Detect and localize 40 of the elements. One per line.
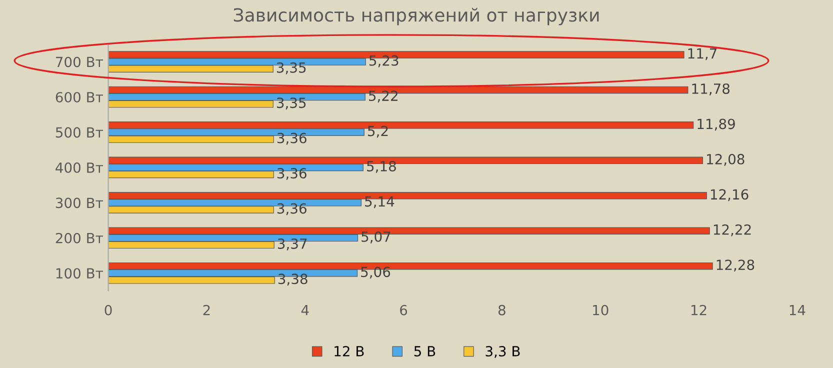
data-label: 5,06 (361, 266, 390, 279)
data-label: 3,35 (276, 98, 306, 110)
y-tick-label: 500 Вт (56, 127, 104, 138)
y-tick-label: 700 Вт (56, 56, 104, 68)
y-tick-label: 200 Вт (56, 232, 104, 244)
x-tick-label: 10 (593, 304, 608, 316)
x-tick-label: 0 (104, 304, 112, 316)
legend-label: 5 В (414, 346, 436, 356)
data-label: 12,22 (714, 224, 751, 236)
x-tick-label: 4 (301, 305, 309, 316)
x-tick-label: 8 (498, 304, 506, 316)
chart-title: Зависимость напряжений от нагрузки (234, 8, 599, 26)
data-label: 3,35 (276, 62, 306, 74)
x-tick-label: 14 (790, 305, 806, 316)
data-label: 3,37 (278, 238, 307, 250)
y-tick-label: 100 Вт (56, 268, 104, 279)
data-label: 12,28 (716, 260, 754, 272)
data-label: 5,23 (369, 55, 398, 68)
y-tick-label: 400 Вт (56, 162, 104, 173)
data-label: 5,18 (367, 160, 396, 173)
x-tick-label: 2 (203, 304, 210, 316)
data-label: 11,89 (698, 118, 735, 131)
data-label: 3,38 (278, 274, 308, 286)
data-label: 5,2 (368, 126, 388, 138)
x-tick-label: 12 (691, 304, 706, 316)
legend-label: 3,3 В (486, 346, 520, 358)
data-label: 5,07 (362, 231, 390, 244)
data-label: 11,7 (688, 48, 717, 60)
data-label: 5,14 (365, 196, 394, 208)
data-label: 3,36 (277, 132, 306, 145)
data-label: 11,78 (692, 83, 730, 96)
data-label: 3,36 (277, 168, 306, 180)
y-tick-label: 300 Вт (56, 198, 104, 208)
legend-label: 12 В (334, 346, 364, 356)
data-label: 3,36 (277, 203, 306, 216)
data-label: 12,16 (710, 189, 748, 202)
data-label: 12,08 (707, 154, 744, 166)
y-tick-label: 600 Вт (56, 92, 104, 102)
x-tick-label: 6 (400, 304, 408, 316)
data-label: 5,22 (369, 90, 398, 102)
